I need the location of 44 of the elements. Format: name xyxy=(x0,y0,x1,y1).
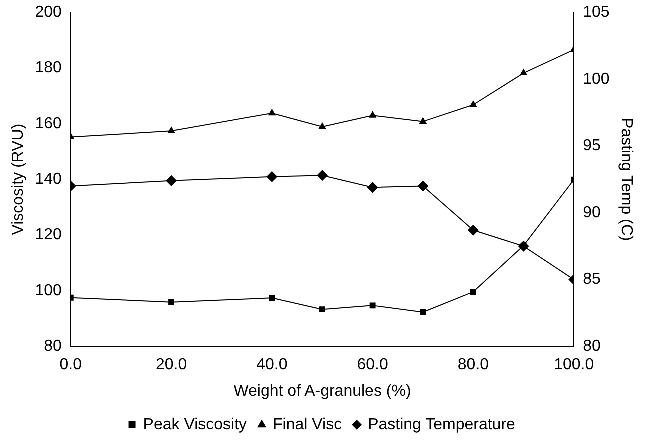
y-axis-title: Viscosity (RVU) xyxy=(10,124,28,236)
point xyxy=(320,306,326,313)
point xyxy=(317,170,328,181)
y-tick-label: 140 xyxy=(35,171,62,188)
point xyxy=(420,309,426,316)
x-tick-label: 20.0 xyxy=(156,356,188,374)
point xyxy=(470,101,477,108)
y2-tick-label: 105 xyxy=(583,4,610,22)
point xyxy=(166,176,177,186)
x-tick-label: 40.0 xyxy=(256,356,288,374)
x-tick-label: 0.0 xyxy=(60,356,82,374)
legend-label: Peak Viscosity xyxy=(143,416,248,434)
y-tick-label: 100 xyxy=(35,282,62,300)
legend-label: Pasting Temperature xyxy=(368,416,516,434)
point xyxy=(168,299,175,306)
x-tick-label: 100.0 xyxy=(554,356,594,374)
point xyxy=(520,69,528,76)
point xyxy=(268,109,276,116)
y-tick-label: 160 xyxy=(35,115,62,132)
point xyxy=(370,302,376,309)
y-tick-label: 120 xyxy=(35,226,62,244)
point xyxy=(369,112,376,118)
y2-axis-title: Pasting Temp (C) xyxy=(618,118,635,242)
point xyxy=(420,118,427,124)
point xyxy=(168,127,176,134)
legend-label: Final Visc xyxy=(273,416,342,434)
point xyxy=(470,289,476,296)
y-tick-label: 200 xyxy=(35,4,62,22)
y2-tick-label: 85 xyxy=(583,271,602,288)
point xyxy=(368,182,378,193)
point xyxy=(418,180,428,192)
point xyxy=(266,172,278,182)
point xyxy=(468,225,479,236)
y2-tick-label: 90 xyxy=(583,204,602,222)
x-tick-label: 80.0 xyxy=(458,356,490,374)
point xyxy=(269,295,276,302)
y2-tick-label: 80 xyxy=(583,338,602,356)
x-axis-title: Weight of A-granules (%) xyxy=(234,382,412,400)
y-tick-label: 180 xyxy=(35,60,62,77)
x-tick-label: 60.0 xyxy=(357,356,388,374)
y-tick-label: 80 xyxy=(44,338,62,356)
y2-tick-label: 95 xyxy=(583,138,602,155)
y2-tick-label: 100 xyxy=(583,70,610,88)
point xyxy=(318,122,326,130)
